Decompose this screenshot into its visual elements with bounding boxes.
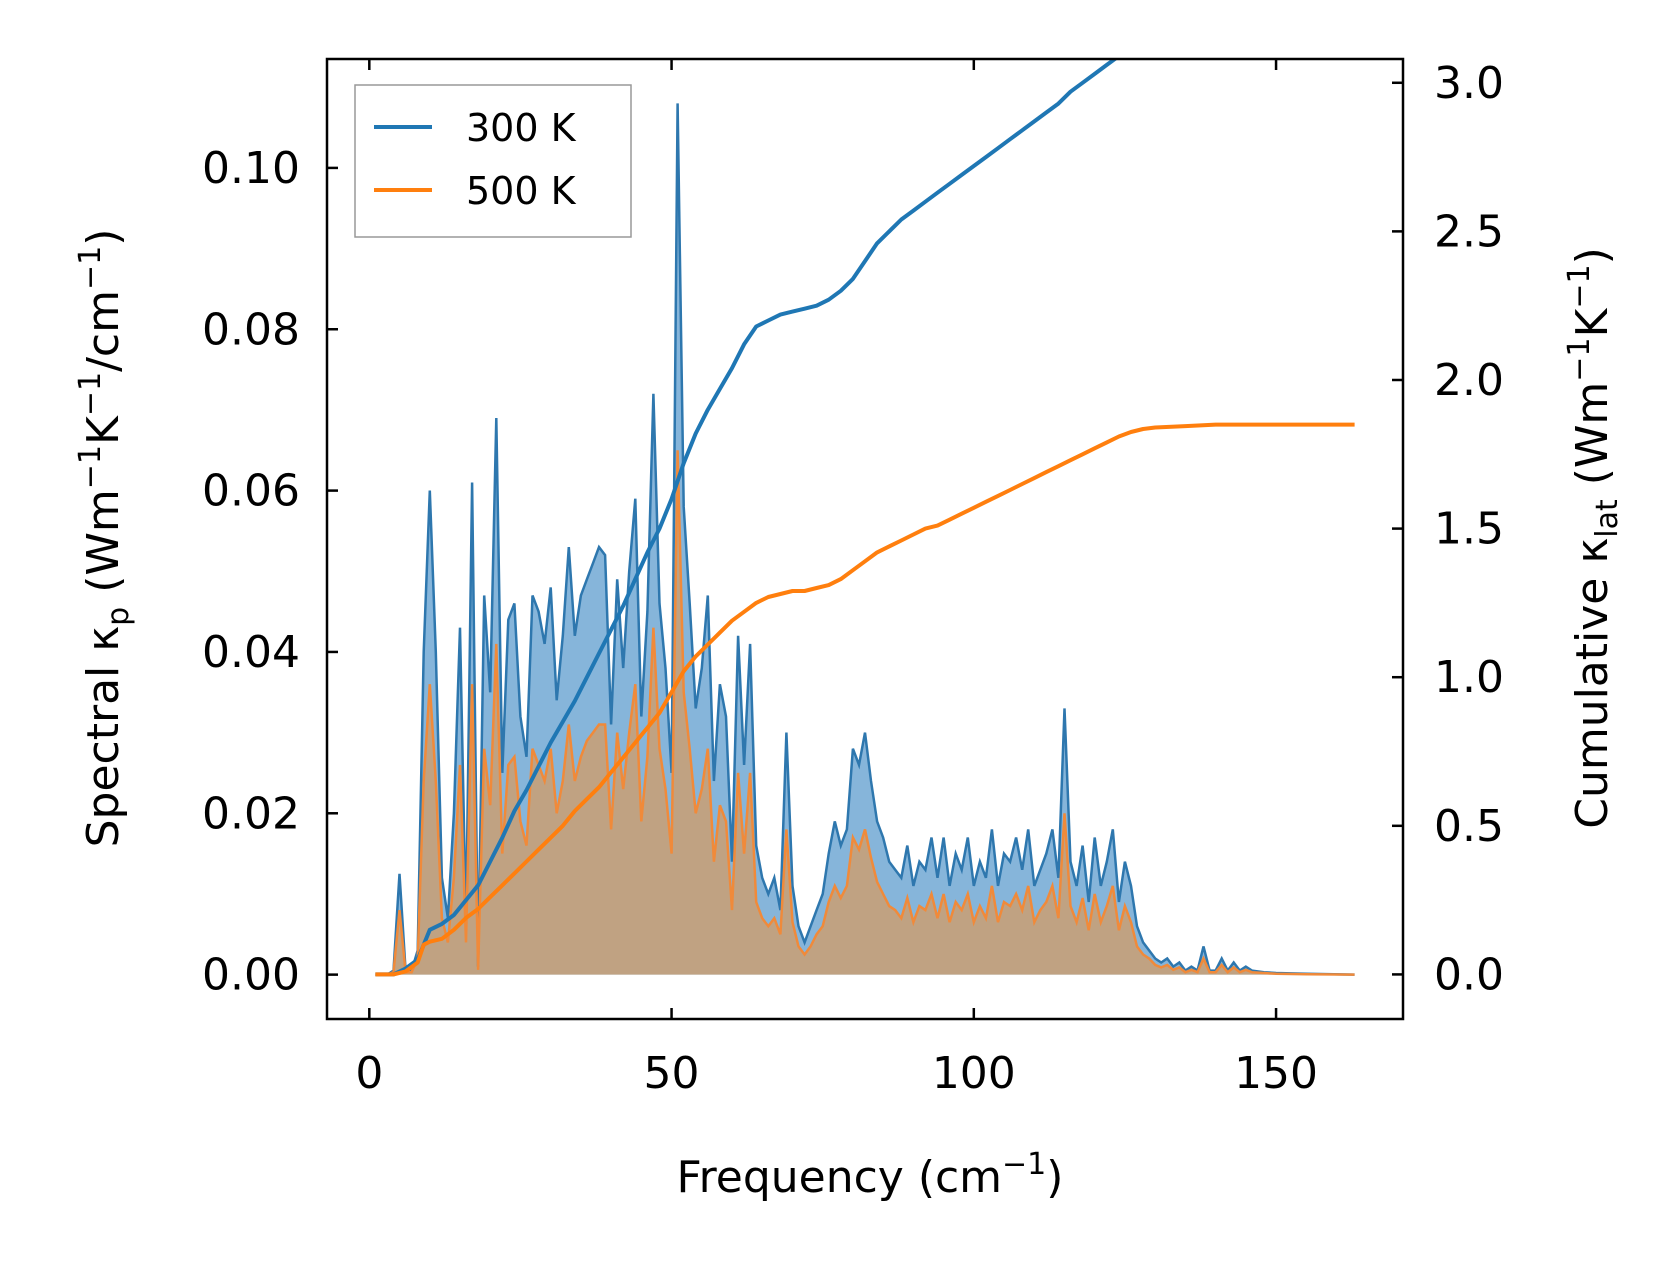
legend: 300 K 500 K bbox=[354, 84, 632, 238]
y-right-tick-label: 0.0 bbox=[1434, 949, 1504, 1000]
ticks bbox=[327, 59, 1403, 1019]
legend-box bbox=[354, 84, 632, 238]
y-right-axis-label: Cumulative κlat (Wm−1K−1) bbox=[1562, 247, 1625, 829]
axes-frame bbox=[325, 57, 1405, 1021]
x-axis-label: Frequency (cm−1) bbox=[677, 1147, 1064, 1203]
y-left-axis-label: Spectral κp (Wm−1K−1/cm−1) bbox=[73, 229, 136, 848]
x-tick-label: 50 bbox=[644, 1048, 700, 1099]
y-left-tick-label: 0.02 bbox=[202, 788, 300, 839]
tick-labels: 0 50 100 150 0.00 0.02 0.04 0.06 0.08 0.10 0.0 0.5 1… bbox=[202, 58, 1504, 1099]
legend-label-500k: 500 K bbox=[466, 169, 577, 213]
x-tick-label: 0 bbox=[355, 1048, 383, 1099]
y-right-tick-label: 3.0 bbox=[1434, 58, 1504, 109]
cumulative-lines bbox=[375, 59, 1355, 977]
cumulative-line-500k bbox=[375, 422, 1355, 977]
x-axis-label-sup: −1 bbox=[1002, 1147, 1046, 1182]
x-tick-label: 150 bbox=[1234, 1048, 1318, 1099]
y-right-tick-label: 1.0 bbox=[1434, 652, 1504, 703]
y-right-tick-label: 0.5 bbox=[1434, 801, 1504, 852]
x-tick-label: 100 bbox=[932, 1048, 1016, 1099]
spectral-fill-500k bbox=[375, 450, 1355, 975]
y-left-tick-label: 0.00 bbox=[202, 950, 300, 1001]
y-left-tick-label: 0.10 bbox=[202, 143, 300, 194]
y-left-tick-label: 0.04 bbox=[202, 627, 300, 678]
legend-label-300k: 300 K bbox=[466, 106, 577, 150]
plot-area bbox=[375, 59, 1355, 977]
y-right-tick-label: 1.5 bbox=[1434, 504, 1504, 555]
spectral-line-300k bbox=[375, 103, 1355, 976]
y-left-tick-label: 0.08 bbox=[202, 304, 300, 355]
cumulative-line-300k bbox=[375, 59, 1119, 977]
y-left-tick-label: 0.06 bbox=[202, 466, 300, 517]
y-right-tick-label: 2.5 bbox=[1434, 206, 1504, 257]
y-right-tick-label: 2.0 bbox=[1434, 355, 1504, 406]
